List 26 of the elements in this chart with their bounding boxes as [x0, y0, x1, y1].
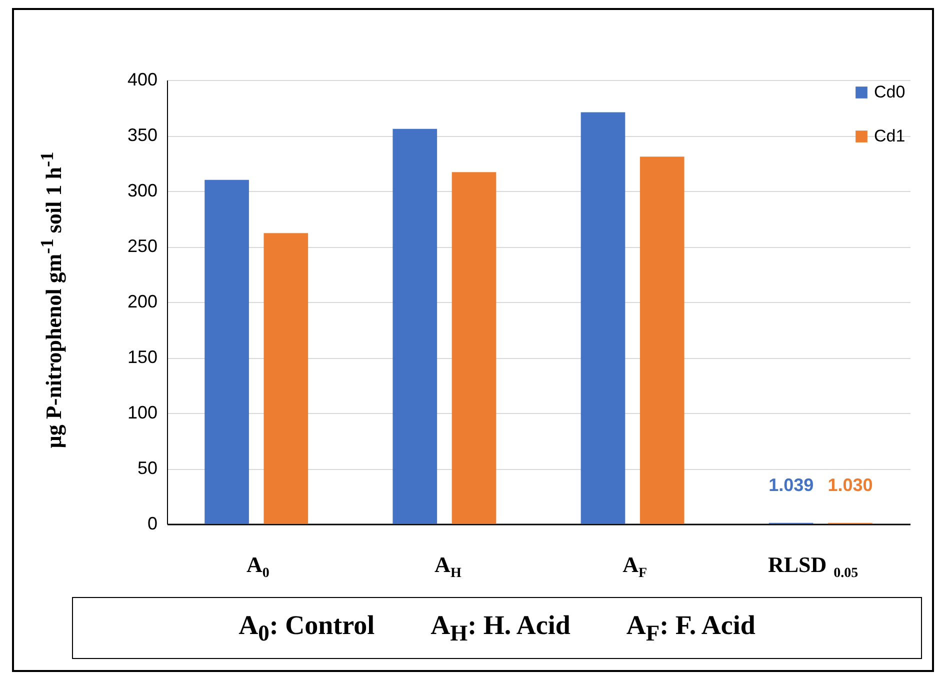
text: : F. Acid: [660, 610, 756, 640]
y-tick-label: 250: [127, 236, 158, 256]
bar: [204, 180, 249, 524]
y-tick-label: 150: [127, 347, 158, 367]
x-tick-label: A$_{0}$: [238, 610, 270, 646]
y-tick-label: 100: [127, 402, 158, 422]
legend-label: Cd1: [874, 126, 906, 146]
bar: [452, 172, 496, 524]
category-label: RLSD 0.05: [768, 552, 858, 581]
y-tick-label: 300: [127, 180, 158, 200]
bar: [640, 156, 684, 524]
y-tick-label: 0: [147, 514, 158, 534]
bar: [264, 233, 308, 524]
data-label: 1.039: [768, 474, 814, 495]
y-tick-label: 400: [127, 70, 158, 90]
bar: [392, 128, 438, 524]
y-tick-label: 350: [127, 125, 158, 145]
x-tick-label: A$_{H}$: [430, 610, 468, 646]
x-tick-label: A$_{F}$: [626, 610, 660, 646]
text: : Control: [269, 610, 375, 640]
y-tick-label: 50: [137, 458, 158, 478]
legend-label: Cd0: [874, 82, 906, 102]
data-label: 1.030: [828, 474, 873, 495]
bar: [580, 112, 626, 524]
y-tick-label: 200: [127, 292, 158, 312]
text: : H. Acid: [468, 610, 570, 640]
